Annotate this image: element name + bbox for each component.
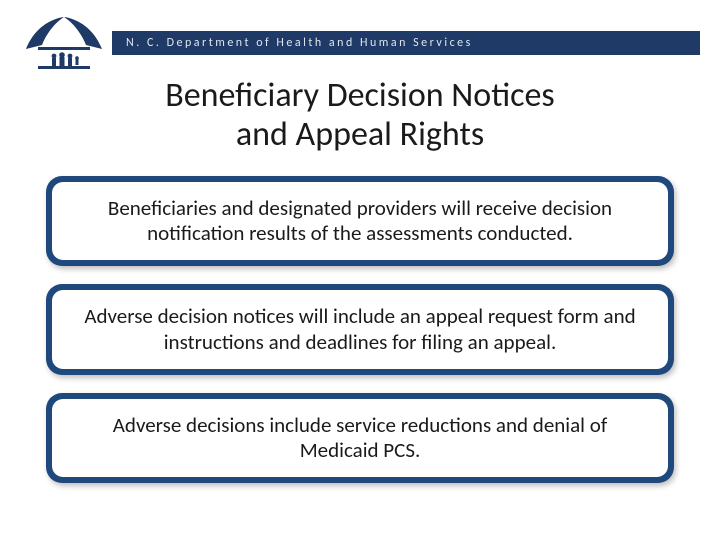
card-text: Adverse decisions include service reduct… [80, 413, 640, 463]
dept-label: N. C. Department of Health and Human Ser… [126, 36, 473, 50]
slide: N. C. Department of Health and Human Ser… [0, 0, 720, 540]
dhhs-logo [20, 15, 108, 71]
slide-title: Beneficiary Decision Notices and Appeal … [60, 76, 660, 154]
card-text: Adverse decision notices will include an… [80, 304, 640, 354]
info-card-inner: Adverse decision notices will include an… [52, 290, 668, 368]
dept-banner: N. C. Department of Health and Human Ser… [112, 31, 700, 55]
info-card: Adverse decision notices will include an… [46, 284, 674, 374]
info-card-inner: Adverse decisions include service reduct… [52, 399, 668, 477]
info-card-inner: Beneficiaries and designated providers w… [52, 182, 668, 260]
title-line-1: Beneficiary Decision Notices [60, 76, 660, 115]
header: N. C. Department of Health and Human Ser… [20, 14, 700, 72]
card-text: Beneficiaries and designated providers w… [80, 196, 640, 246]
info-card: Beneficiaries and designated providers w… [46, 176, 674, 266]
title-line-2: and Appeal Rights [60, 115, 660, 154]
info-card: Adverse decisions include service reduct… [46, 393, 674, 483]
cards-container: Beneficiaries and designated providers w… [46, 176, 674, 501]
